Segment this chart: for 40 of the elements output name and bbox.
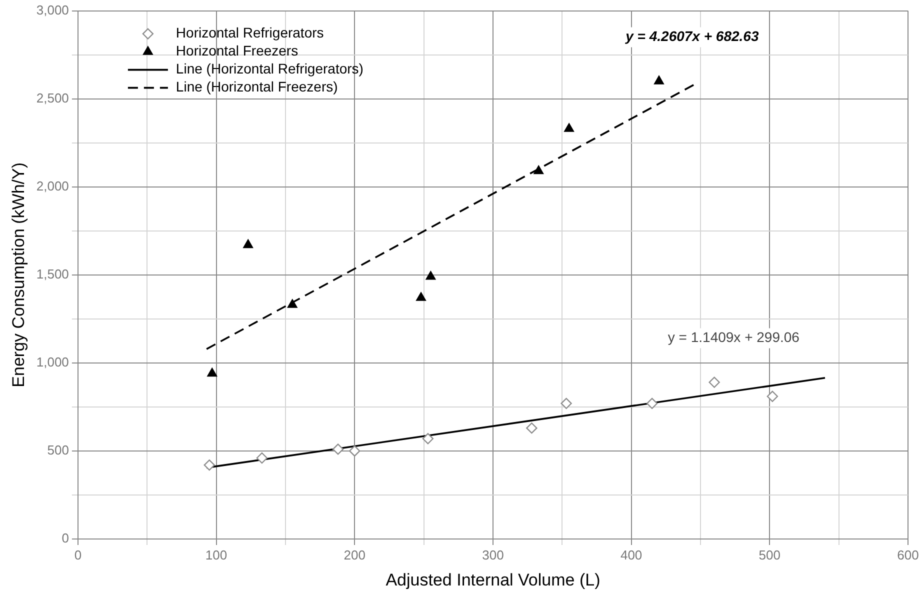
point: [287, 299, 298, 308]
point: [426, 271, 436, 280]
point: [766, 390, 778, 402]
y-tick-label: 1,000: [36, 354, 69, 370]
y-tick-label: 3,000: [36, 2, 69, 18]
y-tick-label: 0: [62, 530, 69, 546]
point: [416, 292, 426, 301]
legend-label: Line (Horizontal Refrigerators): [176, 60, 364, 77]
point: [646, 398, 658, 410]
y-tick-label: 500: [47, 442, 69, 458]
point: [256, 452, 268, 464]
point: [422, 433, 434, 444]
legend-label: Horizontal Freezers: [176, 42, 298, 59]
legend-label: Horizontal Refrigerators: [176, 24, 324, 41]
x-tick-label: 300: [482, 547, 504, 562]
y-tick-label: 2,500: [36, 90, 69, 106]
point: [654, 76, 664, 84]
x-axis-title: Adjusted Internal Volume (L): [386, 570, 600, 590]
annotation: y = 4.2607x + 682.63: [624, 28, 759, 44]
point: [332, 444, 344, 455]
x-tick-label: 0: [74, 547, 82, 562]
x-tick-label: 200: [344, 547, 366, 562]
point: [564, 123, 574, 132]
point: [708, 376, 720, 388]
point: [243, 239, 254, 248]
point: [534, 165, 544, 174]
y-tick-label: 1,500: [36, 266, 69, 282]
point: [560, 398, 572, 410]
point: [349, 445, 360, 457]
y-axis-title: Energy Consumption (kWh/Y): [8, 162, 28, 388]
legend-label: Line (Horizontal Freezers): [176, 78, 338, 95]
y-tick-label: 2,000: [36, 178, 69, 194]
point: [204, 459, 215, 471]
point: [207, 368, 218, 377]
annotation: y = 1.1409x + 299.06: [668, 329, 800, 346]
x-tick-label: 600: [897, 547, 919, 562]
x-tick-label: 100: [205, 547, 228, 562]
point: [526, 422, 538, 434]
x-tick-label: 400: [620, 547, 642, 562]
x-tick-label: 500: [758, 547, 781, 562]
